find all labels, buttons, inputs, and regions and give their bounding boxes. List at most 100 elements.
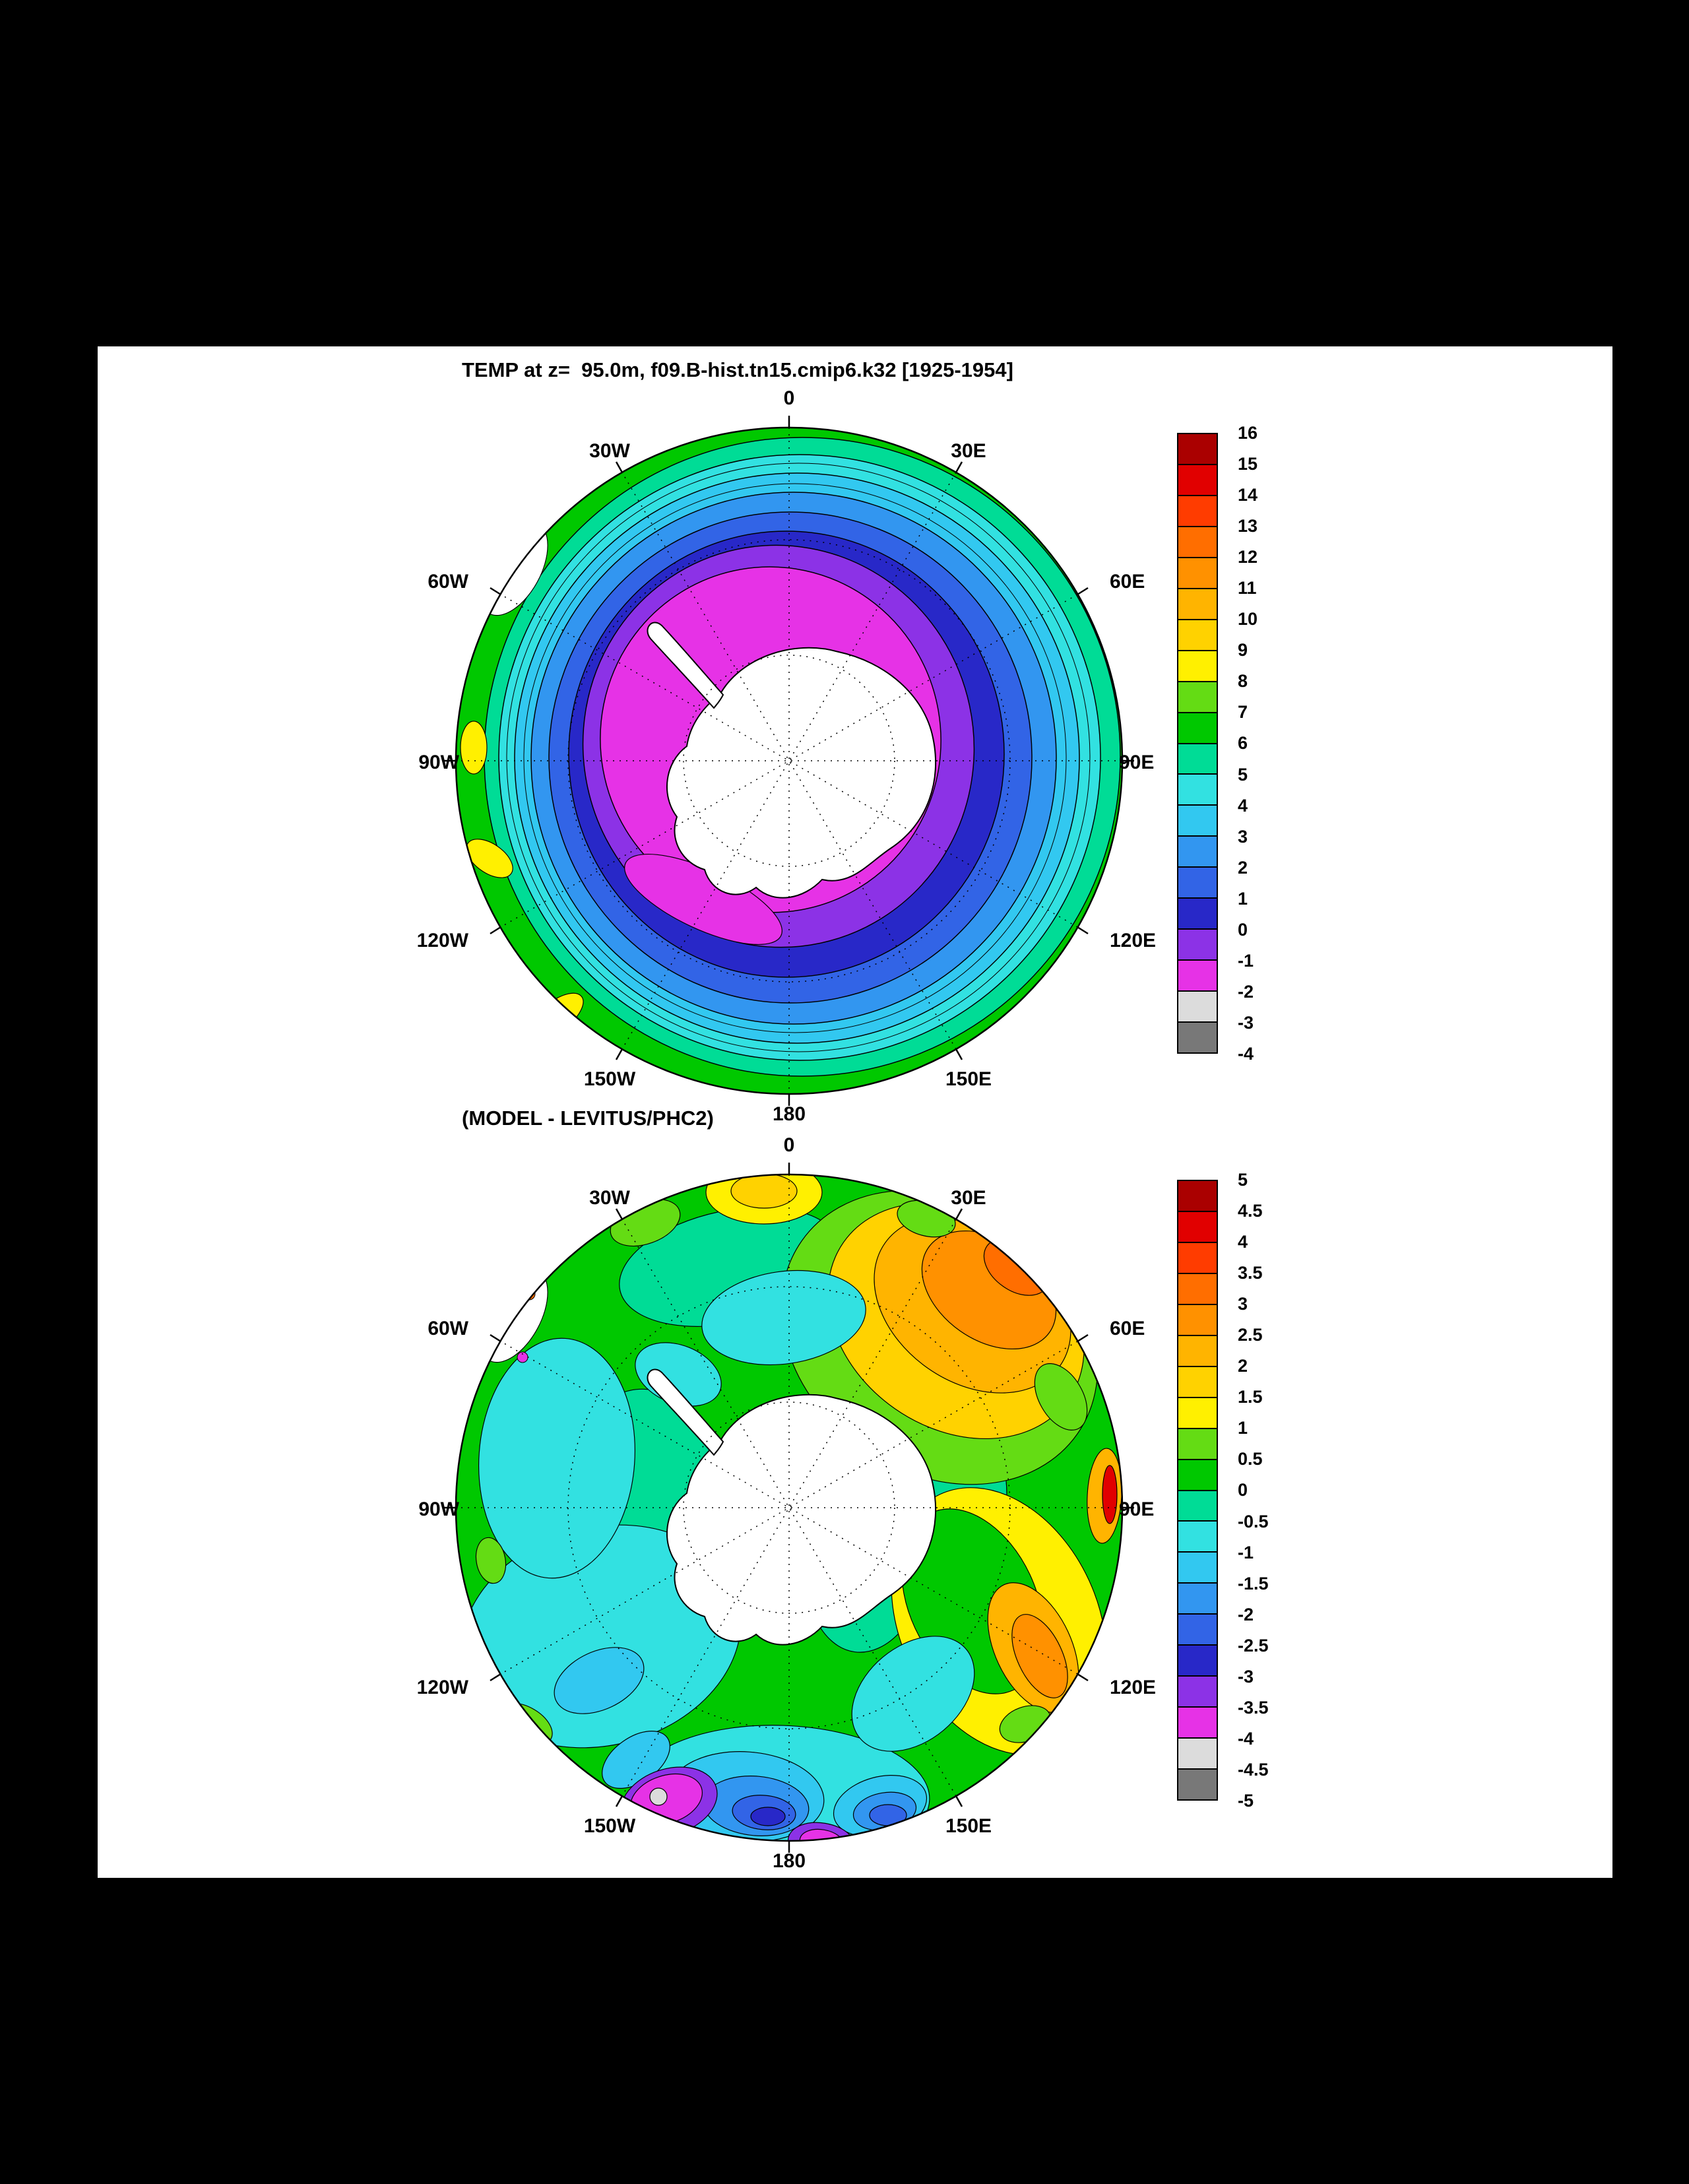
bottom-map: 0 30E 60E 90E 120E 150E 180 150W 120W 90…	[417, 1134, 1156, 1872]
colorbar-tick-label: 3	[1238, 826, 1248, 847]
colorbar-tick-label: 2	[1238, 1356, 1248, 1376]
colorbar-tick-label: -2	[1238, 981, 1254, 1002]
colorbar-box	[1178, 558, 1217, 589]
colorbar-box	[1178, 806, 1217, 837]
colorbar-box	[1178, 1429, 1217, 1460]
colorbar-tick-label: 2	[1238, 857, 1248, 878]
bottom-map-title: (MODEL - LEVITUS/PHC2)	[462, 1107, 714, 1130]
colorbar-box	[1178, 1304, 1217, 1336]
bottom-map-field	[456, 1174, 1122, 1841]
lon-label-30e: 30E	[951, 440, 986, 462]
lon-label-120e: 120E	[1110, 930, 1156, 951]
lon-label-90e: 90E	[1119, 752, 1154, 773]
antarctic-peninsula	[647, 622, 724, 709]
lon-label-60e: 60E	[1110, 1318, 1145, 1339]
top-map-field	[456, 428, 1122, 1094]
lon-label-30e: 30E	[951, 1187, 986, 1209]
colorbar-box	[1178, 527, 1217, 558]
colorbar-tick-label: 15	[1238, 454, 1258, 474]
top-colorbar-labels: 16 15 14 13 12 11 10 9 8 7 6 5 4 3 2 1 0 -1 -2 -3 -4	[1238, 424, 1258, 1063]
bottom-colorbar-labels: 5 4.5 4 3.5 3 2.5 2 1.5 1 0.5 0 -0.5 -1 -1.5 -2 -2.5 -3 -…	[1238, 1171, 1269, 1810]
top-map: 0 30E 60E 90E 120E 150E 180 150W 120W 90…	[417, 387, 1156, 1125]
lon-label-60w: 60W	[428, 571, 468, 593]
colorbar-tick-label: -2	[1238, 1604, 1254, 1624]
colorbar-tick-label: 16	[1238, 423, 1258, 443]
lon-label-120e: 120E	[1110, 1677, 1156, 1698]
colorbar-box	[1178, 1770, 1217, 1800]
colorbar-tick-label: 9	[1238, 640, 1248, 660]
lon-label-180: 180	[773, 1850, 806, 1872]
lon-label-180: 180	[773, 1103, 806, 1125]
top-colorbar: 16 15 14 13 12 11 10 9 8 7 6 5 4 3 2 1 0 -1 -2 -3 -4	[1177, 424, 1322, 1062]
colorbar-tick-label: -5	[1238, 1790, 1254, 1811]
colorbar-box	[1178, 837, 1217, 868]
plot-panel: TEMP at z= 95.0m, f09.B-hist.tn15.cmip6.…	[98, 346, 1612, 1878]
colorbar-tick-label: 3.5	[1238, 1263, 1263, 1283]
colorbar-box	[1178, 1553, 1217, 1584]
lon-label-150e: 150E	[945, 1068, 992, 1090]
lon-label-120w: 120W	[417, 930, 469, 951]
colorbar-box	[1178, 620, 1217, 651]
lon-label-60e: 60E	[1110, 571, 1145, 593]
colorbar-tick-label: -4.5	[1238, 1759, 1269, 1780]
colorbar-tick-label: 2.5	[1238, 1325, 1263, 1345]
colorbar-box	[1178, 1646, 1217, 1677]
colorbar-box	[1178, 1023, 1217, 1053]
colorbar-box	[1178, 899, 1217, 930]
colorbar-tick-label: 1	[1238, 888, 1248, 909]
rim-ticks	[444, 416, 1134, 1106]
antarctica-continent	[666, 1394, 937, 1646]
colorbar-tick-label: 5	[1238, 1170, 1248, 1190]
colorbar-box	[1178, 1366, 1217, 1398]
lon-label-0: 0	[784, 1134, 795, 1156]
graticule	[456, 428, 1122, 1094]
rim-ticks	[444, 1163, 1134, 1853]
colorbar-tick-label: 4.5	[1238, 1201, 1263, 1221]
lon-label-120w: 120W	[417, 1677, 469, 1698]
colorbar-box	[1178, 589, 1217, 620]
colorbar-box	[1178, 775, 1217, 806]
colorbar-box	[1178, 1522, 1217, 1553]
colorbar-tick-label: 0.5	[1238, 1449, 1263, 1469]
colorbar-tick-label: 6	[1238, 733, 1248, 754]
colorbar-box	[1178, 868, 1217, 899]
colorbar-tick-label: 0	[1238, 1480, 1248, 1500]
colorbar-tick-label: 0	[1238, 919, 1248, 940]
colorbar-box	[1178, 1708, 1217, 1739]
colorbar-box	[1178, 1273, 1217, 1305]
colorbar-box	[1178, 1397, 1217, 1429]
lon-label-90w: 90W	[418, 1498, 459, 1520]
lon-label-150w: 150W	[584, 1815, 636, 1837]
colorbar-box	[1178, 465, 1217, 496]
lon-label-30w: 30W	[589, 440, 630, 462]
antarctica-continent	[666, 647, 937, 899]
bottom-map-longitude-labels: 0 30E 60E 90E 120E 150E 180 150W 120W 90…	[417, 1134, 1156, 1872]
top-colorbar-boxes	[1177, 433, 1218, 1054]
lon-label-30w: 30W	[589, 1187, 630, 1209]
colorbar-box	[1178, 1242, 1217, 1274]
colorbar-tick-label: 1	[1238, 1418, 1248, 1438]
colorbar-box	[1178, 1335, 1217, 1367]
colorbar-box	[1178, 713, 1217, 744]
antarctic-peninsula	[647, 1368, 724, 1456]
colorbar-box	[1178, 1181, 1217, 1212]
colorbar-tick-label: 14	[1238, 485, 1258, 505]
colorbar-box	[1178, 930, 1217, 961]
lon-label-150w: 150W	[584, 1068, 636, 1090]
colorbar-tick-label: 4	[1238, 1232, 1248, 1252]
colorbar-tick-label: 13	[1238, 516, 1258, 536]
colorbar-box	[1178, 651, 1217, 682]
lon-label-60w: 60W	[428, 1318, 468, 1339]
top-map-title: TEMP at z= 95.0m, f09.B-hist.tn15.cmip6.…	[462, 358, 1013, 381]
colorbar-tick-label: -3	[1238, 1012, 1254, 1033]
colorbar-tick-label: -4	[1238, 1728, 1254, 1749]
colorbar-box	[1178, 1615, 1217, 1646]
colorbar-box	[1178, 682, 1217, 713]
colorbar-box	[1178, 496, 1217, 527]
colorbar-tick-label: -0.5	[1238, 1511, 1269, 1531]
colorbar-tick-label: -1	[1238, 1542, 1254, 1562]
colorbar-box	[1178, 1211, 1217, 1243]
colorbar-tick-label: 1.5	[1238, 1387, 1263, 1407]
colorbar-box	[1178, 992, 1217, 1023]
